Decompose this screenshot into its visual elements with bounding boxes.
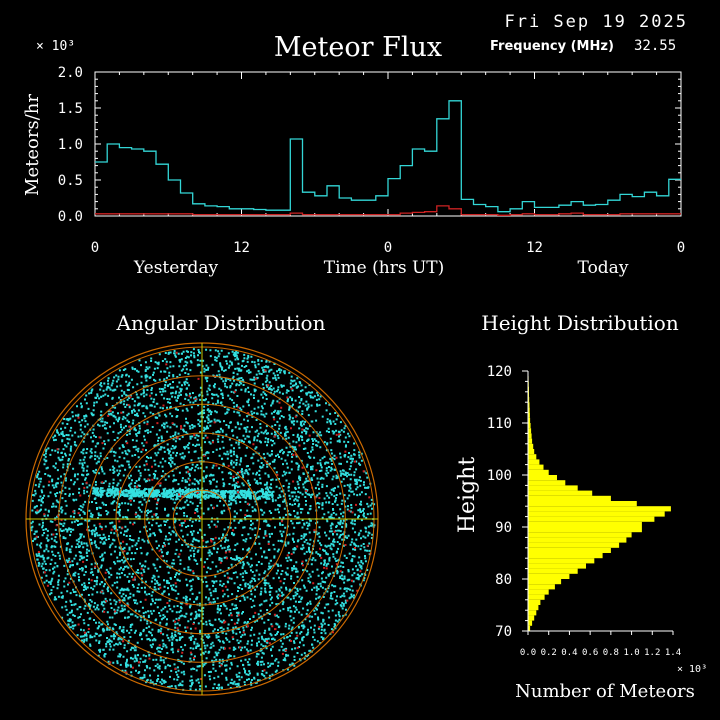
height-y-axis-label: Height xyxy=(455,457,480,533)
flux-day-label-today: Today xyxy=(578,258,629,278)
height-bar xyxy=(528,625,531,631)
height-bar xyxy=(528,615,535,621)
height-y-tick-label: 80 xyxy=(495,572,512,588)
flux-y-tick-label: 0.5 xyxy=(58,173,83,189)
flux-x-tick-label: 0 xyxy=(91,240,99,256)
height-bar xyxy=(528,443,534,449)
height-x-tick-label: 1.4 xyxy=(665,648,681,658)
height-bar xyxy=(528,423,531,429)
height-bar xyxy=(528,475,557,481)
angular-title: Angular Distribution xyxy=(116,311,326,335)
height-bar xyxy=(528,449,535,455)
flux-chart: × 10³ Meteors/hr Time (hrs UT) Yesterday… xyxy=(22,39,685,278)
height-bar xyxy=(528,605,539,611)
height-bar xyxy=(528,506,671,512)
height-title: Height Distribution xyxy=(481,311,679,335)
height-bar xyxy=(528,620,533,626)
height-y-tick-label: 90 xyxy=(495,520,512,536)
height-bar xyxy=(528,469,549,475)
frequency-value: 32.55 xyxy=(634,38,676,54)
height-bar xyxy=(528,547,611,553)
height-bar xyxy=(528,563,586,569)
height-distribution-chart: Height × 10³ Number of Meteors 70 80 90 100… xyxy=(455,364,707,702)
height-bar xyxy=(528,537,627,543)
height-bar xyxy=(528,485,578,491)
height-bar xyxy=(528,610,537,616)
flux-x-tick-label: 0 xyxy=(384,240,392,256)
height-y-tick-label: 110 xyxy=(487,416,512,432)
height-bar xyxy=(528,495,611,501)
flux-x-tick-label: 12 xyxy=(233,240,250,256)
height-bar xyxy=(528,480,566,486)
height-bar xyxy=(528,428,532,434)
page-title: Meteor Flux xyxy=(274,32,442,63)
flux-day-label-yesterday: Yesterday xyxy=(133,258,219,278)
height-bar xyxy=(528,402,530,408)
height-bar xyxy=(528,599,541,605)
height-bar xyxy=(528,417,531,423)
meteor-scatter-points xyxy=(30,348,376,691)
height-y-tick-label: 70 xyxy=(495,624,512,640)
height-bar xyxy=(528,511,665,517)
flux-series-line xyxy=(95,100,681,213)
height-bar xyxy=(528,397,530,403)
flux-y-tick-label: 2.0 xyxy=(58,65,83,81)
frequency-label: Frequency (MHz) xyxy=(490,39,614,54)
height-bar xyxy=(528,490,593,496)
height-x-tick-label: 0.0 xyxy=(520,648,536,658)
height-bar xyxy=(528,438,533,444)
height-bar xyxy=(528,407,530,413)
flux-y-tick-label: 0.0 xyxy=(58,209,83,225)
height-bar xyxy=(528,516,655,522)
height-bar xyxy=(528,594,545,600)
height-bar xyxy=(528,459,540,465)
flux-y-tick-label: 1.5 xyxy=(58,101,83,117)
height-x-tick-label: 0.8 xyxy=(603,648,619,658)
height-bar xyxy=(528,412,530,418)
flux-y-axis-label: Meteors/hr xyxy=(22,94,43,196)
height-bar xyxy=(528,573,570,579)
angular-distribution-plot xyxy=(25,342,379,696)
height-bar xyxy=(528,542,620,548)
height-bar xyxy=(528,589,549,595)
height-x-tick-label: 1.2 xyxy=(644,648,660,658)
height-bar xyxy=(528,433,532,439)
height-x-tick-label: 0.2 xyxy=(541,648,557,658)
date-label: Fri Sep 19 2025 xyxy=(504,12,688,32)
flux-x-axis-label: Time (hrs UT) xyxy=(324,258,445,278)
height-x-tick-label: 1.0 xyxy=(623,648,639,658)
height-y-tick-label: 100 xyxy=(487,468,512,484)
height-bar xyxy=(528,584,555,590)
height-bar xyxy=(528,532,632,538)
height-x-tick-label: 0.4 xyxy=(561,648,577,658)
flux-y-multiplier: × 10³ xyxy=(36,39,75,54)
flux-x-tick-label: 0 xyxy=(677,240,685,256)
height-bar xyxy=(528,527,642,533)
height-bar xyxy=(528,553,603,559)
height-bar xyxy=(528,558,595,564)
flux-y-tick-label: 1.0 xyxy=(58,137,83,153)
flux-x-tick-label: 12 xyxy=(526,240,543,256)
height-bar xyxy=(528,579,562,585)
height-bar xyxy=(528,568,578,574)
flux-red-series-line xyxy=(95,205,681,216)
height-y-tick-label: 120 xyxy=(487,364,512,380)
height-bar xyxy=(528,521,642,527)
height-x-axis-label: Number of Meteors xyxy=(515,681,695,702)
height-x-tick-label: 0.6 xyxy=(582,648,598,658)
height-bar xyxy=(528,464,544,470)
height-bar xyxy=(528,454,537,460)
height-bar xyxy=(528,501,637,507)
height-x-multiplier: × 10³ xyxy=(677,664,707,675)
